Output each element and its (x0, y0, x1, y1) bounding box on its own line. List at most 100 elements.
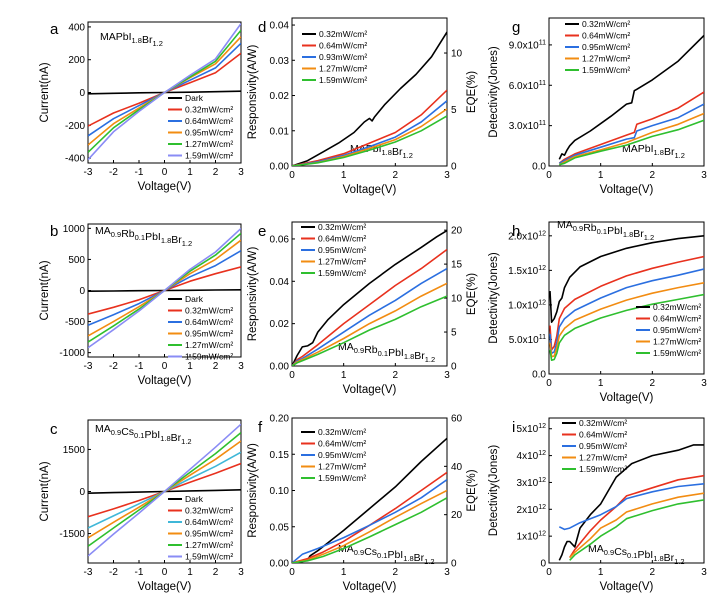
x-tick-label: -1 (135, 567, 144, 578)
series-line-2 (549, 255, 704, 351)
y-right-tick-label: 20 (451, 226, 463, 237)
x-tick-label: 3 (238, 567, 244, 578)
y-tick-label: 2x1012 (517, 504, 547, 516)
legend-label: 0.64mW/cm² (318, 439, 366, 449)
y-axis-title: Detectivity(Jones) (488, 252, 500, 344)
x-axis-title: Voltage(V) (600, 184, 654, 196)
y-axis-title: Responsivity(A/W) (247, 247, 259, 342)
y-tick-label: 0.10 (270, 486, 290, 497)
x-tick-label: 1 (341, 567, 347, 578)
x-tick-label: -2 (109, 361, 118, 372)
y-tick-label: 3.0x1011 (509, 120, 546, 132)
x-axis-title: Voltage(V) (343, 184, 397, 196)
x-tick-label: 1 (187, 567, 193, 578)
x-axis-title: Voltage(V) (600, 581, 654, 593)
series-group (88, 423, 241, 557)
x-tick-label: -3 (84, 167, 93, 178)
legend-label: 1.27mW/cm² (319, 64, 367, 74)
legend-label: 1.59mW/cm² (185, 151, 233, 161)
x-tick-label: 0 (546, 378, 552, 389)
panel-g: 0 1 2 3 0.0 3.0x1011 6.0x1011 9.0x1011 Voltage(V… (488, 17, 707, 196)
x-tick-label: 0 (546, 567, 552, 578)
legend-label: 1.59mW/cm² (185, 352, 233, 362)
x-tick-label: 1 (341, 170, 347, 181)
legend-label: 1.27mW/cm² (185, 540, 233, 550)
series-line-1 (292, 437, 447, 563)
legend-label: 1.59mW/cm² (582, 65, 630, 75)
y-right-axis-title: EQE(%) (466, 71, 478, 113)
x-tick-label: 1 (598, 170, 604, 181)
x-tick-label: -3 (84, 361, 93, 372)
series-line-3 (292, 478, 447, 563)
plot-frame (291, 17, 448, 167)
y-tick-label: 0 (79, 88, 85, 99)
series-group (292, 31, 447, 166)
x-axis-title: Voltage(V) (343, 384, 397, 396)
legend-label: 0.32mW/cm² (582, 19, 630, 29)
y-right-tick-label: 60 (451, 414, 463, 425)
panel-letter: b (50, 223, 58, 240)
y-tick-label: 0.04 (270, 277, 290, 288)
sample-label: MA0.9Rb0.1PbI1.8Br1.2 (95, 225, 192, 248)
x-tick-label: 2 (393, 567, 399, 578)
legend-label: 1.27mW/cm² (318, 257, 366, 267)
y-tick-label: -400 (65, 154, 85, 165)
sample-label: MA0.9Rb0.1PbI1.8Br1.2 (338, 341, 435, 364)
panel-letter: f (258, 419, 263, 436)
x-tick-label: 1 (598, 378, 604, 389)
y-tick-label: 0.04 (270, 21, 290, 32)
legend-label: 0.64mW/cm² (318, 234, 366, 244)
x-tick-label: 1 (598, 567, 604, 578)
x-tick-label: 3 (444, 370, 450, 381)
sample-label: MAPbI1.8Br1.2 (622, 143, 685, 160)
panel-letter: h (512, 223, 520, 240)
legend-label: 0.32mW/cm² (318, 222, 366, 232)
x-tick-label: 0 (162, 361, 168, 372)
y-axis-title: Responsivity(A/W) (247, 443, 259, 538)
y-axis-title: Detectivity(Jones) (488, 46, 500, 138)
legend-label: 0.64mW/cm² (185, 116, 233, 126)
series-line-1 (558, 34, 704, 160)
y-tick-label: 1000 (63, 224, 86, 235)
series-line-3 (549, 268, 704, 355)
series-group (88, 23, 241, 161)
y-tick-label: -500 (65, 317, 85, 328)
series-line-2 (292, 89, 447, 166)
x-tick-label: -1 (135, 167, 144, 178)
legend-label: 0.32mW/cm² (579, 418, 627, 428)
series-line-2 (292, 248, 447, 366)
y-axis-title: Detectivity(Jones) (488, 445, 500, 537)
legend-label: 1.27mW/cm² (653, 337, 701, 347)
plot-frame (548, 221, 705, 375)
legend-label: 1.27mW/cm² (318, 462, 366, 472)
legend-label: 1.27mW/cm² (185, 340, 233, 350)
series-line-4 (569, 492, 704, 559)
y-tick-label: -1500 (59, 529, 85, 540)
y-tick-label: 0.02 (270, 91, 290, 102)
y-tick-label: 200 (68, 55, 85, 66)
series-line-4 (558, 112, 704, 166)
x-tick-label: 2 (650, 378, 656, 389)
sample-label: MAPbI1.8Br1.2 (100, 31, 163, 48)
legend-label: 1.59mW/cm² (185, 552, 233, 562)
y-axis-title: Current(nA) (39, 62, 51, 122)
x-tick-label: 0 (162, 567, 168, 578)
y-tick-label: 500 (68, 255, 85, 266)
series-group (558, 444, 704, 561)
x-axis-title: Voltage(V) (138, 581, 192, 593)
panel-e: 0 1 2 3 0.00 0.02 0.04 0.06 0 5 10 15 20 EQE(%) Voltag… (247, 221, 478, 396)
y-right-tick-label: 10 (451, 294, 463, 305)
x-tick-label: 3 (701, 378, 707, 389)
y-tick-label: 6.0x1011 (509, 80, 546, 92)
series-group (549, 235, 704, 362)
series-line-6 (88, 227, 241, 349)
panel-letter: e (258, 223, 266, 240)
x-axis-title: Voltage(V) (600, 392, 654, 404)
x-tick-label: 3 (444, 170, 450, 181)
